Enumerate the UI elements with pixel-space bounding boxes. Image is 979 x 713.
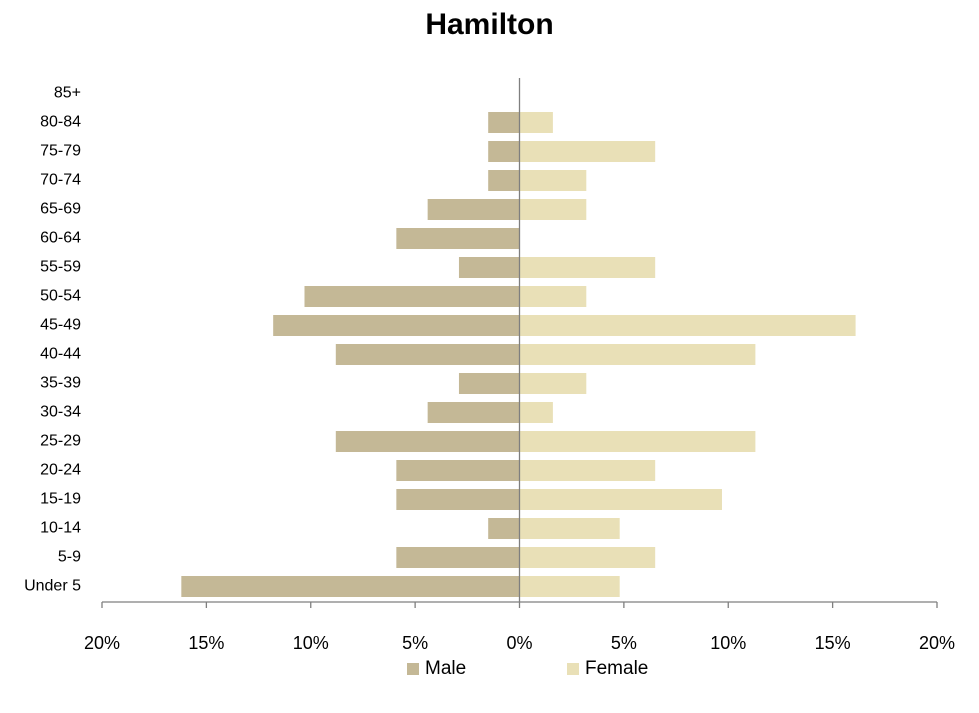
x-tick-label: 5%	[611, 633, 637, 653]
bar-female-65-69	[519, 199, 587, 220]
bar-male-65-69	[427, 199, 520, 220]
bars-group	[181, 112, 856, 597]
x-tick-label: 0%	[506, 633, 532, 653]
category-label: 45-49	[40, 317, 81, 334]
bar-female-25-29	[519, 431, 756, 452]
bar-male-60-64	[396, 228, 520, 249]
x-tick-label: 15%	[815, 633, 851, 653]
bar-male-55-59	[458, 257, 520, 278]
x-tick-label: 10%	[710, 633, 746, 653]
bar-female-45-49	[519, 315, 856, 336]
bar-male-15-19	[396, 489, 520, 510]
bar-male-10-14	[488, 518, 520, 539]
axes-group	[101, 78, 938, 608]
bar-male-75-79	[488, 141, 520, 162]
bar-male-under-5	[181, 576, 520, 597]
legend-swatch-female	[567, 663, 579, 675]
category-label: 25-29	[40, 433, 81, 450]
category-label: 40-44	[40, 346, 81, 363]
category-label: 55-59	[40, 259, 81, 276]
x-tick-label: 20%	[84, 633, 120, 653]
bar-male-70-74	[488, 170, 520, 191]
category-label: 5-9	[58, 549, 81, 566]
bar-female-55-59	[519, 257, 656, 278]
x-tick-label: 15%	[188, 633, 224, 653]
category-labels: Under 5 5-9 10-14 15-19 20-24 25-29 30-34 35-39…	[24, 85, 81, 595]
x-tick-labels: 20% 15% 10% 5% 0% 5% 10% 15% 20%	[84, 633, 955, 653]
category-label: 85+	[54, 85, 81, 102]
bar-male-45-49	[273, 315, 520, 336]
bar-male-80-84	[488, 112, 520, 133]
bar-female-50-54	[519, 286, 587, 307]
category-label: 60-64	[40, 230, 81, 247]
bar-male-35-39	[458, 373, 520, 394]
category-label: 30-34	[40, 404, 81, 421]
bar-female-15-19	[519, 489, 722, 510]
category-label: 10-14	[40, 520, 81, 537]
category-label: 65-69	[40, 201, 81, 218]
legend-label-female: Female	[585, 658, 649, 679]
category-label: 35-39	[40, 375, 81, 392]
category-label: 75-79	[40, 143, 81, 160]
bar-female-10-14	[519, 518, 620, 539]
bar-male-5-9	[396, 547, 520, 568]
category-label: 50-54	[40, 288, 81, 305]
bar-female-75-79	[519, 141, 656, 162]
bar-male-50-54	[304, 286, 520, 307]
category-label: 70-74	[40, 172, 81, 189]
bar-female-20-24	[519, 460, 656, 481]
x-tick-label: 20%	[919, 633, 955, 653]
bar-female-35-39	[519, 373, 587, 394]
bar-female-80-84	[519, 112, 553, 133]
category-label: Under 5	[24, 578, 81, 595]
bar-female-5-9	[519, 547, 656, 568]
bar-male-25-29	[335, 431, 520, 452]
bar-male-40-44	[335, 344, 520, 365]
legend-item-male: Male	[407, 658, 466, 680]
x-tick-label: 10%	[293, 633, 329, 653]
category-label: 20-24	[40, 462, 81, 479]
bar-female-40-44	[519, 344, 756, 365]
category-label: 15-19	[40, 491, 81, 508]
x-tick-label: 5%	[402, 633, 428, 653]
bar-male-30-34	[427, 402, 520, 423]
chart-title: Hamilton	[425, 8, 554, 41]
bar-female-30-34	[519, 402, 553, 423]
legend-item-female: Female	[567, 658, 648, 680]
legend: Male Female	[0, 658, 979, 688]
legend-swatch-male	[407, 663, 419, 675]
bar-female-70-74	[519, 170, 587, 191]
legend-label-male: Male	[425, 658, 467, 679]
bar-male-20-24	[396, 460, 520, 481]
category-label: 80-84	[40, 114, 81, 131]
bar-female-under-5	[519, 576, 620, 597]
